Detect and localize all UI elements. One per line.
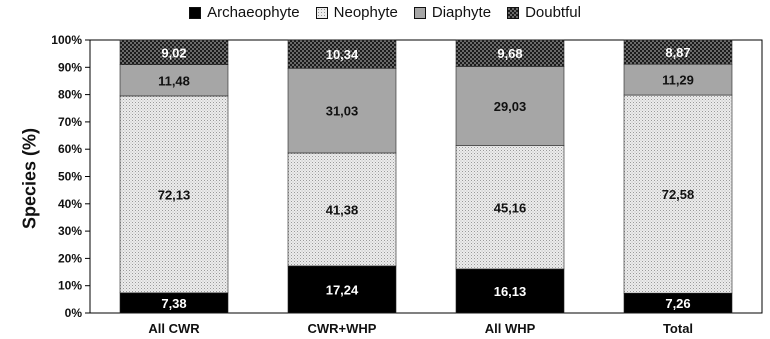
bar-segment-neophyte [623, 94, 733, 294]
y-tick-label: 90% [58, 60, 82, 74]
data-label: 9,68 [497, 46, 522, 61]
legend-item-neophyte: Neophyte [315, 4, 398, 21]
legend-label: Archaeophyte [207, 4, 300, 21]
legend-label: Neophyte [333, 4, 398, 21]
y-tick-label: 0% [65, 306, 83, 320]
legend-swatch [413, 6, 426, 19]
bar-segment-doubtful [287, 39, 397, 69]
data-label: 72,13 [158, 187, 191, 202]
data-label: 41,38 [326, 202, 359, 217]
legend-swatch [507, 6, 520, 19]
data-label: 45,16 [494, 200, 527, 215]
legend-item-diaphyte: Diaphyte [413, 4, 492, 21]
bar-segment-doubtful [455, 39, 565, 67]
bar-segment-diaphyte [623, 63, 733, 96]
data-label: 11,29 [662, 73, 694, 88]
bar-segment-diaphyte [455, 66, 565, 146]
y-tick-label: 70% [58, 115, 82, 129]
legend-swatch [189, 6, 202, 19]
bar-segment-diaphyte [287, 67, 397, 154]
x-tick-label: CWR+WHP [308, 321, 377, 336]
data-label: 17,24 [326, 282, 359, 297]
bar-segment-doubtful [119, 39, 229, 65]
legend-item-doubtful: Doubtful [507, 4, 581, 21]
legend: Archaeophyte Neophyte Diaphyte Doubtful [0, 4, 770, 21]
bar-segment-neophyte [287, 152, 397, 267]
legend-swatch [315, 6, 328, 19]
x-tick-label: All CWR [148, 321, 200, 336]
x-tick-label: Total [663, 321, 693, 336]
data-label: 8,87 [665, 45, 690, 60]
legend-label: Diaphyte [431, 4, 492, 21]
y-tick-label: 100% [51, 33, 82, 47]
data-label: 9,02 [161, 45, 186, 60]
data-label: 7,38 [161, 296, 186, 311]
data-label: 16,13 [494, 284, 527, 299]
y-tick-label: 60% [58, 142, 82, 156]
y-tick-label: 50% [58, 170, 82, 184]
data-label: 11,48 [158, 73, 190, 88]
data-label: 7,26 [665, 296, 690, 311]
bar-segment-diaphyte [119, 64, 229, 97]
bar-segment-doubtful [623, 39, 733, 65]
y-tick-label: 10% [58, 279, 82, 293]
data-label: 10,34 [326, 47, 359, 62]
data-label: 29,03 [494, 99, 527, 114]
bar-segment-neophyte [455, 145, 565, 270]
y-tick-label: 30% [58, 224, 82, 238]
y-tick-label: 80% [58, 88, 82, 102]
y-tick-label: 20% [58, 251, 82, 265]
legend-item-archaeophyte: Archaeophyte [189, 4, 300, 21]
data-label: 72,58 [662, 187, 695, 202]
data-label: 31,03 [326, 104, 359, 119]
y-tick-label: 40% [58, 197, 82, 211]
legend-label: Doubtful [525, 4, 581, 21]
x-tick-label: All WHP [485, 321, 536, 336]
bar-segment-archaeophyte [287, 265, 397, 314]
